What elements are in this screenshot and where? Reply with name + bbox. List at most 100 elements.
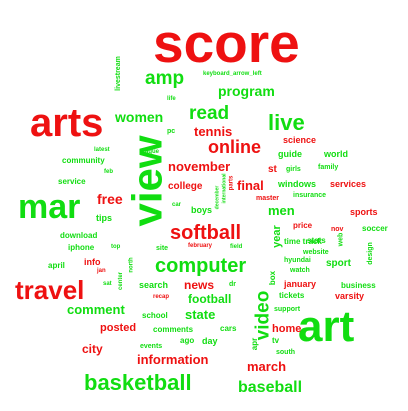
word-baseball: baseball — [238, 379, 303, 396]
word-comment: comment — [67, 302, 125, 317]
word-basketball: basketball — [84, 370, 192, 395]
word-league: league — [140, 149, 160, 155]
word-state: state — [185, 307, 216, 322]
word-center: center — [118, 271, 125, 291]
word-amp: amp — [145, 68, 185, 89]
word-jan: jan — [97, 268, 106, 274]
word-site: site — [156, 245, 169, 252]
word-women: women — [115, 109, 164, 125]
word-girls: girls — [286, 166, 301, 173]
word-dr: dr — [229, 281, 236, 288]
word-video: video — [252, 290, 274, 341]
word-info: info — [84, 257, 101, 267]
word-cars: cars — [220, 324, 237, 333]
word-comments: comments — [153, 325, 194, 334]
word-tennis: tennis — [194, 124, 233, 139]
word-november: november — [168, 159, 231, 174]
word-north: north — [128, 257, 135, 273]
word-science: science — [283, 135, 317, 145]
word-services: services — [330, 179, 367, 189]
word-art: art — [298, 302, 355, 351]
word-nov: nov — [331, 226, 344, 233]
word-pc: pc — [167, 128, 176, 135]
word-events: events — [140, 343, 163, 350]
word-livestream: livestream — [114, 56, 122, 91]
word-college: college — [168, 181, 203, 192]
word-april: april — [48, 261, 65, 270]
word-stats: stats — [307, 236, 326, 245]
word-computer: computer — [155, 255, 247, 277]
word-sports: sports — [350, 207, 378, 217]
word-tickets: tickets — [279, 291, 305, 300]
word-guide: guide — [278, 149, 302, 159]
word-service: service — [58, 177, 86, 186]
word-free: free — [97, 191, 123, 207]
word-december: december — [214, 185, 221, 210]
word-latest: latest — [94, 147, 110, 153]
word-feb: feb — [104, 169, 113, 175]
word-car: car — [172, 202, 182, 208]
word-box: box — [268, 270, 278, 286]
word-top: top — [111, 244, 121, 250]
word-hyundai: hyundai — [284, 257, 311, 264]
word-february: february — [188, 243, 213, 249]
word-tips: tips — [96, 213, 113, 223]
word-day: day — [202, 336, 218, 346]
word-design: design — [366, 242, 374, 265]
word-price: price — [293, 221, 313, 230]
word-arts: arts — [30, 101, 104, 145]
word-soccer: soccer — [362, 224, 388, 233]
word-sport: sport — [326, 258, 351, 269]
word-football: football — [188, 292, 232, 306]
word-master: master — [256, 195, 279, 202]
word-south: south — [276, 349, 296, 356]
word-field: field — [230, 244, 243, 250]
word-program: program — [218, 83, 275, 99]
word-recap: recap — [153, 294, 170, 300]
word-tv: tv — [272, 336, 280, 345]
word-school: school — [142, 311, 168, 320]
word-family: family — [318, 164, 339, 171]
word-information: information — [137, 352, 209, 367]
word-mar: mar — [18, 188, 81, 226]
word-score: score — [153, 12, 300, 74]
word-support: support — [274, 306, 301, 313]
word-keyboard-arrow-left: keyboard_arrow_left — [203, 71, 262, 77]
word-march: march — [247, 359, 287, 374]
word-download: download — [60, 231, 98, 240]
word-watch: watch — [290, 267, 310, 274]
word-city: city — [82, 342, 103, 356]
word-varsity: varsity — [335, 291, 365, 301]
word-windows: windows — [278, 179, 316, 189]
word-community: community — [62, 156, 105, 165]
word-business: business — [341, 281, 376, 290]
word-travel: travel — [15, 275, 85, 305]
word-ago: ago — [180, 336, 195, 345]
word-time-track: time track — [284, 237, 322, 246]
word-iphone: iphone — [68, 243, 95, 252]
word-january: january — [284, 279, 317, 289]
word-web: web — [337, 232, 345, 247]
word-sat: sat — [103, 281, 112, 287]
word-apr: apr — [250, 337, 260, 351]
word-home: home — [272, 323, 302, 335]
word-posted: posted — [100, 322, 137, 334]
word-final: final — [237, 178, 264, 193]
word-news: news — [184, 278, 215, 292]
word-insurance: insurance — [293, 192, 327, 199]
word-boys: boys — [191, 205, 213, 215]
word-men: men — [268, 203, 295, 218]
word-online: online — [208, 137, 261, 157]
word-read: read — [189, 103, 230, 124]
word-world: world — [324, 149, 348, 159]
word-search: search — [139, 280, 169, 290]
word-year: year — [270, 225, 283, 248]
word-live: live — [268, 110, 305, 135]
word-international: international — [221, 173, 228, 204]
word-parts: parts — [228, 175, 235, 191]
word-website: website — [303, 249, 329, 256]
word-softball: softball — [170, 222, 242, 244]
word-st: st — [268, 164, 277, 175]
word-life: life — [167, 96, 176, 102]
